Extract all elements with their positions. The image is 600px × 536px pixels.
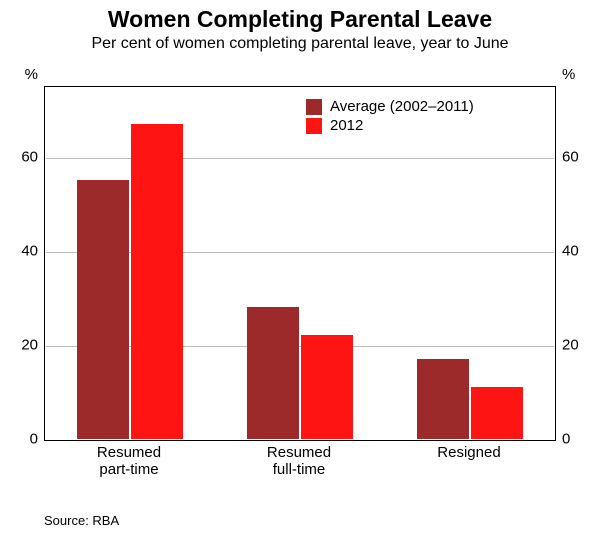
legend-swatch [306, 99, 322, 115]
x-category-label: Resigned [384, 444, 554, 461]
ytick-right: 20 [562, 336, 600, 353]
ytick-left: 60 [0, 148, 38, 165]
bar [77, 180, 129, 439]
ytick-left: 40 [0, 242, 38, 259]
source-text: Source: RBA [44, 513, 119, 528]
bar [131, 124, 183, 439]
legend-item: 2012 [306, 117, 474, 134]
legend-swatch [306, 118, 322, 134]
y-unit-right: % [562, 66, 600, 83]
gridline [46, 158, 554, 159]
chart-area: % % Resumedpart-timeResumedfull-timeResi… [44, 66, 556, 466]
bar [247, 307, 299, 439]
ytick-right: 60 [562, 148, 600, 165]
ytick-left: 0 [0, 431, 38, 448]
bar [471, 387, 523, 439]
x-category-label: Resumedpart-time [44, 444, 214, 479]
ytick-right: 0 [562, 431, 600, 448]
bar [301, 335, 353, 439]
x-category-label: Resumedfull-time [214, 444, 384, 479]
ytick-left: 20 [0, 336, 38, 353]
ytick-right: 40 [562, 242, 600, 259]
chart-title: Women Completing Parental Leave [0, 6, 600, 33]
legend-item: Average (2002–2011) [306, 98, 474, 115]
y-unit-left: % [0, 66, 38, 83]
bar [417, 359, 469, 439]
legend-label: Average (2002–2011) [330, 98, 474, 115]
plot-region [44, 86, 556, 441]
legend-label: 2012 [330, 117, 363, 134]
chart-subtitle: Per cent of women completing parental le… [0, 35, 600, 53]
legend: Average (2002–2011) 2012 [306, 96, 474, 136]
